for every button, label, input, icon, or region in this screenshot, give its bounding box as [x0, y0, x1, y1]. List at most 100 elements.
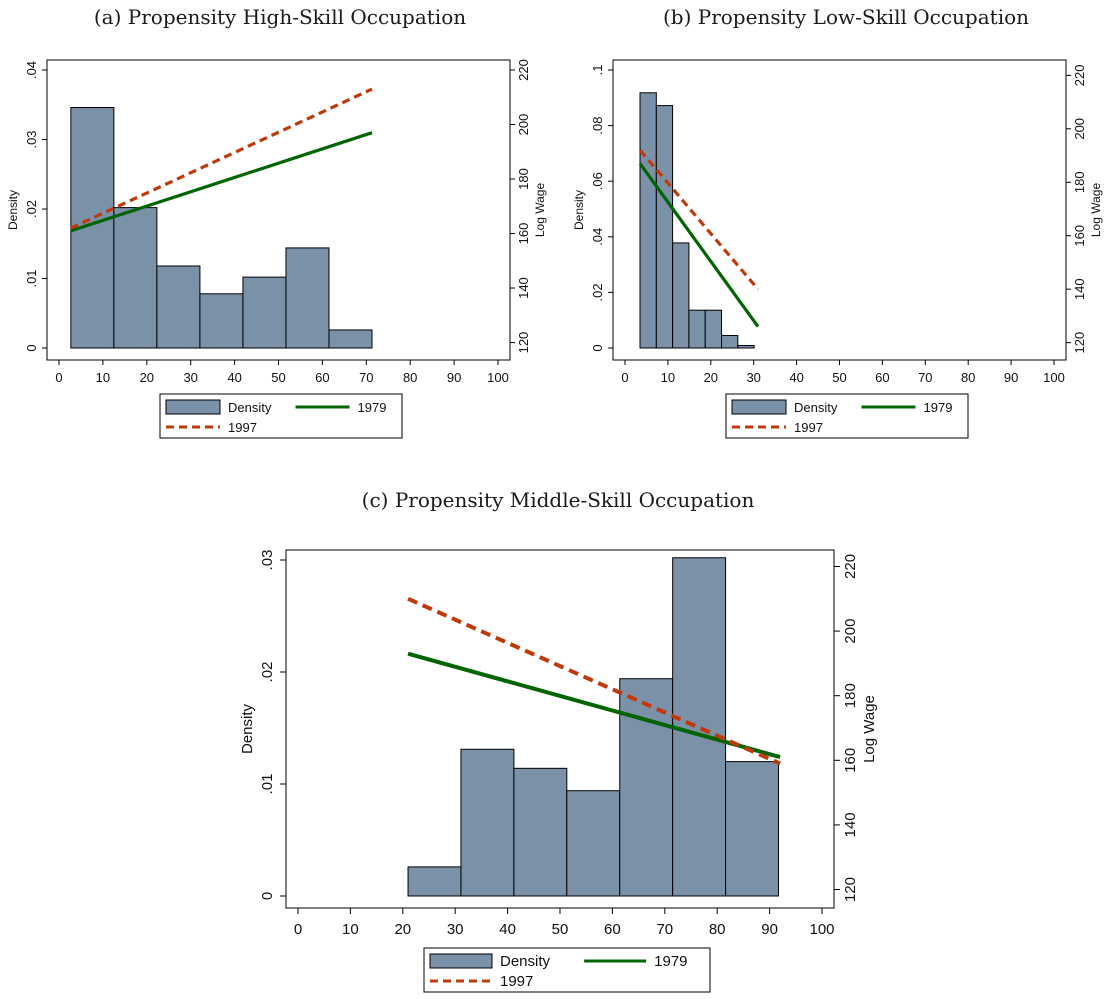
x-tick-label: 30 [183, 370, 197, 385]
x-tick-label: 70 [918, 370, 932, 385]
y-axis-title: Density [239, 703, 256, 754]
histogram-bar [725, 761, 780, 897]
legend-density-swatch [165, 399, 221, 415]
y2-tick-label: 200 [516, 114, 531, 136]
x-tick-label: 30 [746, 370, 760, 385]
series-line-1997 [70, 87, 373, 230]
y2-tick-label: 180 [1072, 171, 1087, 193]
y2-tick-label: 160 [1072, 225, 1087, 247]
y2-tick-label: 140 [1072, 278, 1087, 300]
x-tick-label: 60 [875, 370, 889, 385]
legend-label: 1979 [654, 953, 687, 970]
y-tick-label: .01 [24, 269, 39, 287]
legend-label: 1997 [500, 973, 533, 990]
legend-label: Density [500, 953, 551, 970]
histogram-bar [156, 265, 201, 349]
x-tick-label: 50 [832, 370, 846, 385]
x-tick-label: 80 [403, 370, 417, 385]
legend-label: Density [794, 400, 838, 415]
histogram-bar [655, 105, 674, 349]
histogram-bar [566, 790, 621, 897]
y2-tick-label: 140 [842, 812, 859, 837]
legend-label: 1979 [924, 400, 953, 415]
legend-label: Density [228, 400, 272, 415]
histogram-bar [460, 748, 515, 897]
y2-tick-label: 200 [842, 619, 859, 644]
y2-tick-label: 220 [1072, 64, 1087, 86]
y2-tick-label: 200 [1072, 118, 1087, 140]
x-tick-label: 0 [294, 921, 302, 938]
x-tick-label: 50 [552, 921, 569, 938]
legend-density-swatch [731, 399, 787, 415]
x-tick-label: 90 [447, 370, 461, 385]
y-tick-label: .02 [590, 283, 605, 301]
legend-label: 1979 [358, 400, 387, 415]
panel-b-title: (b) Propensity Low-Skill Occupation [662, 5, 1030, 29]
legend-label: 1997 [794, 420, 823, 435]
x-tick-label: 70 [656, 921, 673, 938]
legend-density-swatch [429, 953, 493, 969]
y2-tick-label: 220 [842, 554, 859, 579]
x-tick-label: 90 [761, 921, 778, 938]
series-line-1997 [638, 149, 760, 291]
series-line-1979 [407, 651, 781, 760]
chart-panel-a: 0 10 20 30 40 50 60 70 80 90 100 0 .01 .02 .03 .04 Densi… [6, 59, 547, 439]
x-tick-label: 10 [661, 370, 675, 385]
x-tick-label: 80 [709, 921, 726, 938]
y-tick-label: .08 [590, 117, 605, 135]
x-tick-label: 0 [55, 370, 62, 385]
x-tick-label: 40 [227, 370, 241, 385]
y-tick-label: .02 [259, 662, 276, 683]
y-tick-label: .03 [24, 130, 39, 148]
y2-tick-label: 180 [842, 683, 859, 708]
histogram-bar [639, 92, 657, 349]
y2-tick-label: 180 [516, 168, 531, 190]
x-tick-label: 40 [499, 921, 516, 938]
histogram-bar [328, 329, 373, 349]
histogram-bar [285, 247, 330, 349]
y-tick-label: .1 [590, 65, 605, 76]
x-tick-label: 100 [1043, 370, 1065, 385]
y-tick-label: .03 [259, 550, 276, 571]
y2-axis-title: Log Wage [861, 695, 878, 763]
histogram-bar [113, 207, 158, 349]
y-tick-label: 0 [24, 344, 39, 351]
x-tick-label: 20 [704, 370, 718, 385]
y-tick-label: .06 [590, 172, 605, 190]
histogram-bar [672, 557, 727, 897]
y2-tick-label: 140 [516, 277, 531, 299]
panel-a-title: (a) Propensity High-Skill Occupation [93, 5, 467, 29]
x-tick-label: 10 [96, 370, 110, 385]
y2-tick-label: 220 [516, 59, 531, 81]
histogram-bar [721, 334, 739, 349]
y2-axis-title: Log Wage [533, 183, 547, 238]
histogram-bar [704, 309, 723, 349]
y2-tick-label: 120 [842, 877, 859, 902]
x-tick-label: 100 [487, 370, 509, 385]
x-tick-label: 60 [604, 921, 621, 938]
x-tick-label: 10 [342, 921, 359, 938]
y2-tick-label: 120 [1072, 332, 1087, 354]
series-line-1997 [407, 596, 781, 766]
y2-axis-title: Log Wage [1089, 183, 1103, 238]
y2-tick-label: 160 [842, 748, 859, 773]
histogram-bar [199, 293, 244, 349]
y-axis-title: Density [572, 190, 586, 230]
y-tick-label: .01 [259, 774, 276, 795]
x-tick-label: 50 [271, 370, 285, 385]
x-tick-label: 60 [315, 370, 329, 385]
y-tick-label: .04 [24, 61, 39, 79]
y-tick-label: 0 [590, 344, 605, 351]
y-tick-label: 0 [259, 892, 276, 900]
x-tick-label: 40 [789, 370, 803, 385]
x-tick-label: 100 [809, 921, 834, 938]
histogram-bar [672, 242, 690, 349]
legend-label: 1997 [228, 420, 257, 435]
series-line-1979 [70, 131, 373, 233]
histogram-bar [242, 276, 287, 349]
y-tick-label: .04 [590, 228, 605, 246]
x-tick-label: 80 [961, 370, 975, 385]
y-tick-label: .02 [24, 200, 39, 218]
y-axis-title: Density [6, 190, 20, 230]
panel-c-title: (c) Propensity Middle-Skill Occupation [361, 488, 755, 512]
